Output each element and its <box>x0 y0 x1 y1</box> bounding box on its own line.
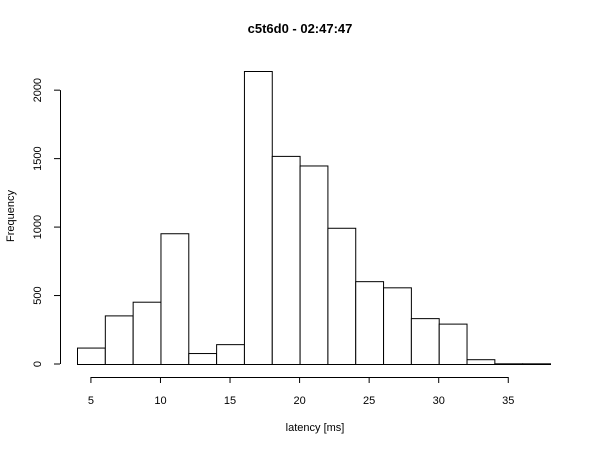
histogram-bar <box>383 287 412 366</box>
x-tick-label: 5 <box>88 395 94 407</box>
y-axis: 0 500 1000 1500 2000 <box>32 78 61 367</box>
histogram-bar <box>410 318 440 365</box>
histogram-bar <box>299 165 329 365</box>
histogram-bar <box>216 344 245 365</box>
histogram-bar <box>243 71 273 365</box>
histogram-bar <box>160 233 190 365</box>
x-tick-label: 35 <box>502 395 514 407</box>
x-tick-label: 25 <box>363 395 375 407</box>
histogram-bar <box>494 363 524 366</box>
histogram-bar <box>188 353 218 365</box>
histogram-bar <box>355 281 385 366</box>
histogram-bar <box>327 227 357 365</box>
x-tick-label: 10 <box>154 395 166 407</box>
x-tick-label: 30 <box>433 395 445 407</box>
histogram-bar <box>132 301 162 366</box>
y-tick-label: 500 <box>32 286 44 304</box>
histogram-bar <box>77 347 106 366</box>
y-tick-label: 0 <box>32 361 44 367</box>
x-tick-label: 15 <box>224 395 236 407</box>
histogram-bar <box>438 323 468 365</box>
x-axis-label: latency [ms] <box>285 422 345 434</box>
histogram-bar <box>104 315 134 366</box>
histogram-bar <box>466 359 496 366</box>
chart-title: c5t6d0 - 02:47:47 <box>247 21 353 36</box>
y-tick-label: 1000 <box>32 215 44 239</box>
y-tick-label: 2000 <box>32 78 44 102</box>
y-axis-label: Frequency <box>5 190 17 242</box>
y-tick-label: 1500 <box>32 146 44 170</box>
histogram-bar <box>271 155 301 365</box>
x-axis: 5 10 15 20 25 30 35 <box>88 377 514 407</box>
histogram-bar <box>522 363 551 366</box>
x-tick-label: 20 <box>293 395 305 407</box>
histogram-bars <box>77 71 551 366</box>
